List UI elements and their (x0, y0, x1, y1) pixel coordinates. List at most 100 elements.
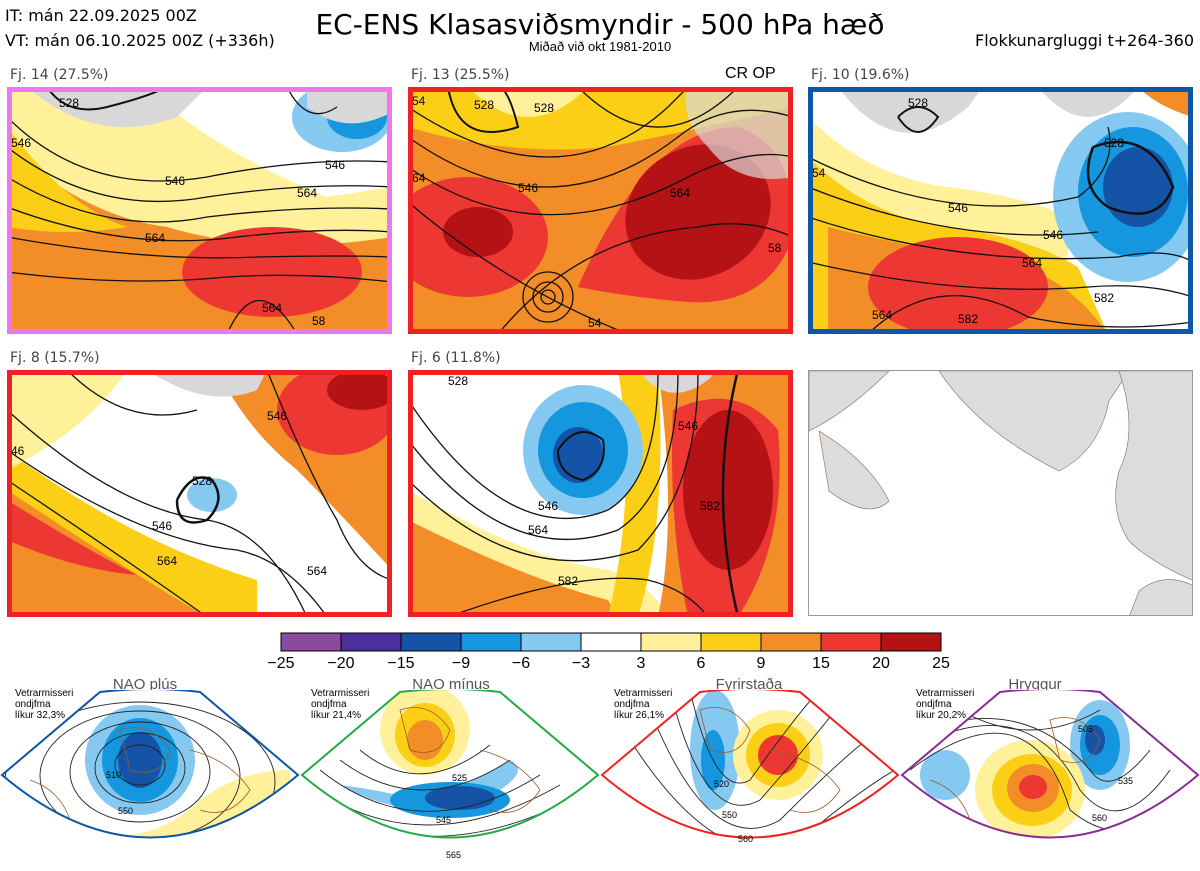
colorbar-swatch (700, 632, 762, 652)
contour-label: 582 (558, 574, 578, 588)
regime-note: Vetrarmisseri ondjfma líkur 20,2% (916, 688, 975, 721)
cluster-border (7, 370, 392, 617)
contour-label: 58 (768, 241, 782, 255)
colorbar-swatch (520, 632, 582, 652)
contour-label: 564 (307, 564, 327, 578)
contour-label: 546 (165, 174, 185, 188)
colorbar-swatch (760, 632, 822, 652)
colorbar-tick-label: −6 (511, 655, 531, 672)
contour-label: 505 (1078, 724, 1093, 734)
regime-map-blocking: 520 550 560 (600, 690, 900, 844)
colorbar-swatch (340, 632, 402, 652)
contour-label: 535 (1118, 776, 1133, 786)
cluster-label: Fj. 13 (25.5%) (411, 67, 510, 83)
colorbar (280, 632, 942, 657)
colorbar-tick-label: −3 (571, 655, 591, 672)
contour-label: 546 (678, 419, 698, 433)
regime-title: Hryggur (1008, 676, 1062, 693)
colorbar-tick-label: −15 (387, 655, 415, 672)
classification-window: Flokkunargluggi t+264-360 (975, 31, 1194, 50)
contour-label: 582 (1094, 291, 1114, 305)
cluster-map-13: 528 54 546 564 58 64 54 528 (408, 87, 793, 334)
contour-label: 528 (192, 474, 212, 488)
contour-label: 545 (436, 815, 451, 825)
colorbar-swatch (820, 632, 882, 652)
regime-note: Vetrarmisseri ondjfma líkur 32,3% (15, 688, 74, 721)
cluster-border (7, 87, 392, 334)
regime-note: Vetrarmisseri ondjfma líkur 26,1% (614, 688, 673, 721)
contour-label: 564 (297, 186, 317, 200)
colorbar-tick-label: 25 (932, 655, 950, 672)
colorbar-swatch (400, 632, 462, 652)
regime-title: Fyrirstaða (715, 676, 783, 693)
contour-label: 54 (588, 316, 602, 330)
contour-label: 550 (722, 810, 737, 820)
anomaly-map: 528 546 546 564 582 582 (408, 370, 793, 617)
contour-label: 546 (538, 499, 558, 513)
contour-label: 528 (1104, 136, 1124, 150)
contour-label: 564 (262, 301, 282, 315)
issue-time: IT: mán 22.09.2025 00Z (5, 6, 197, 25)
colorbar-swatch (640, 632, 702, 652)
anomaly-map: 528 528 54 546 546 564 582 564 582 (808, 87, 1193, 334)
contour-label: 54 (412, 94, 426, 108)
regime-title: NAO mínus (412, 676, 490, 693)
page-title: EC-ENS Klasasviðsmyndir - 500 hPa hæð (315, 8, 885, 41)
regime-title: NAO plús (112, 676, 178, 693)
regime-map-ridge: 505 535 560 (900, 690, 1200, 839)
regime-note: Vetrarmisseri ondjfma líkur 21,4% (311, 688, 370, 721)
colorbar-swatch (880, 632, 942, 652)
colorbar-swatches (280, 632, 942, 652)
contour-label: 560 (738, 834, 753, 844)
cluster-map-8: 528 546 546 564 564 46 (7, 370, 392, 617)
regime-map-nao-minus: 525 545 565 (300, 690, 600, 860)
contour-label: 582 (958, 312, 978, 326)
anomaly-map: 528 546 546 564 564 564 58 546 (7, 87, 392, 334)
regime-map-nao-plus: 510 550 (0, 690, 300, 839)
colorbar-tick-label: 3 (636, 655, 646, 672)
contour-label: 582 (700, 499, 720, 513)
contour-label: 564 (1022, 256, 1042, 270)
cluster-label: Fj. 8 (15.7%) (10, 350, 100, 366)
contour-label: 546 (325, 158, 345, 172)
valid-time: VT: mán 06.10.2025 00Z (+336h) (5, 31, 275, 50)
colorbar-tick-label: 15 (812, 655, 830, 672)
cluster-label: Fj. 6 (11.8%) (411, 350, 501, 366)
contour-label: 46 (11, 444, 25, 458)
contour-label: 546 (1043, 228, 1063, 242)
contour-label: 546 (152, 519, 172, 533)
contour-label: 528 (59, 96, 79, 110)
colorbar-tick-label: −20 (327, 655, 355, 672)
colorbar-tick-label: −9 (451, 655, 471, 672)
contour-label: 564 (528, 523, 548, 537)
control-run-tag: CR OP (725, 65, 776, 82)
cluster-border (408, 87, 793, 334)
landmass-map (809, 371, 1192, 615)
contour-label: 564 (157, 554, 177, 568)
contour-label: 58 (312, 314, 326, 328)
colorbar-tick-label: 6 (696, 655, 706, 672)
contour-label: 64 (412, 171, 426, 185)
cluster-map-10: 528 528 54 546 546 564 582 564 582 (808, 87, 1193, 334)
cluster-label: Fj. 10 (19.6%) (811, 67, 910, 83)
contour-label: 510 (106, 770, 121, 780)
cluster-map-14: 528 546 546 564 564 564 58 546 (7, 87, 392, 334)
contour-label: 525 (452, 773, 467, 783)
contour-label: 546 (948, 201, 968, 215)
reference-map (808, 370, 1193, 616)
contour-label: 528 (534, 101, 554, 115)
contour-label: 546 (267, 409, 287, 423)
colorbar-swatch (280, 632, 342, 652)
contour-label: 564 (872, 308, 892, 322)
cluster-border (808, 87, 1193, 334)
contour-label: 528 (908, 96, 928, 110)
cluster-border (408, 370, 793, 617)
contour-label: 565 (446, 850, 461, 860)
cluster-map-6: 528 546 546 564 582 582 (408, 370, 793, 617)
colorbar-tick-label: −25 (267, 655, 295, 672)
anomaly-map: 528 546 546 564 564 46 (7, 370, 392, 617)
cluster-label: Fj. 14 (27.5%) (10, 67, 109, 83)
colorbar-swatch (460, 632, 522, 652)
contour-label: 54 (812, 166, 826, 180)
colorbar-tick-label: 9 (756, 655, 766, 672)
